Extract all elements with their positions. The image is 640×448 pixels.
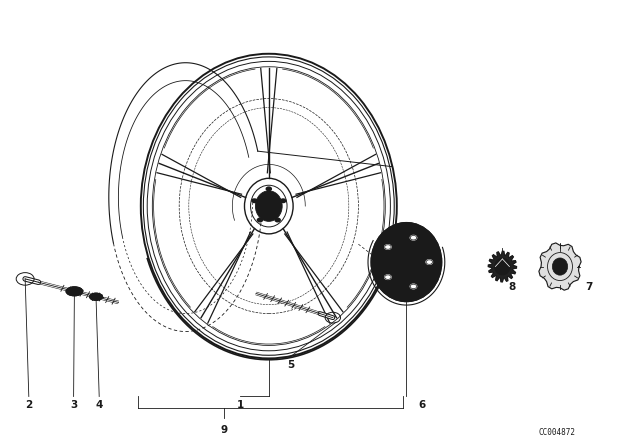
Ellipse shape xyxy=(255,191,282,221)
Circle shape xyxy=(426,260,433,264)
Text: 7: 7 xyxy=(585,282,593,292)
Text: 1: 1 xyxy=(236,401,244,410)
Polygon shape xyxy=(488,251,516,282)
Circle shape xyxy=(385,275,391,280)
Ellipse shape xyxy=(556,262,564,271)
Text: 8: 8 xyxy=(508,282,516,292)
Text: 2: 2 xyxy=(25,401,33,410)
Text: 9: 9 xyxy=(220,425,228,435)
Circle shape xyxy=(266,187,271,191)
Text: CC004872: CC004872 xyxy=(538,428,575,437)
Text: 5: 5 xyxy=(287,360,295,370)
Text: c: c xyxy=(264,200,267,205)
Ellipse shape xyxy=(495,258,510,275)
Circle shape xyxy=(275,218,280,222)
Ellipse shape xyxy=(498,262,507,271)
Circle shape xyxy=(252,199,257,202)
Ellipse shape xyxy=(552,258,568,275)
Circle shape xyxy=(410,284,417,289)
Text: 3: 3 xyxy=(70,401,77,410)
Circle shape xyxy=(280,199,285,202)
Polygon shape xyxy=(539,243,581,290)
Ellipse shape xyxy=(66,287,83,296)
Circle shape xyxy=(257,218,262,222)
Ellipse shape xyxy=(371,223,442,302)
Circle shape xyxy=(410,236,417,240)
Ellipse shape xyxy=(392,246,420,278)
Text: 4: 4 xyxy=(95,401,103,410)
Ellipse shape xyxy=(387,241,426,284)
Ellipse shape xyxy=(90,293,102,300)
Ellipse shape xyxy=(260,196,277,216)
Circle shape xyxy=(385,245,391,249)
Text: 6: 6 xyxy=(419,401,426,410)
